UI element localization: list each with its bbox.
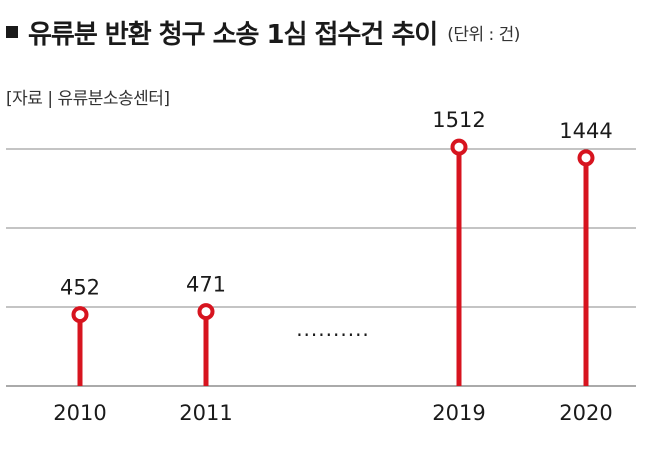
data-label: 452 <box>60 276 100 300</box>
bar-point <box>71 306 89 324</box>
x-tick-label: 2011 <box>179 401 232 425</box>
chart-title: 유류분 반환 청구 소송 1심 접수건 추이 <box>28 19 438 50</box>
bar-point <box>197 303 215 321</box>
source-label: [자료 | 유류분소송센터] <box>6 89 170 109</box>
x-tick-label: 2010 <box>53 401 106 425</box>
bar-point <box>450 138 468 156</box>
chart-header: 유류분 반환 청구 소송 1심 접수건 추이 (단위 : 건) <box>6 10 520 54</box>
x-tick-label: 2020 <box>559 401 612 425</box>
data-label: 1512 <box>432 108 485 132</box>
data-label: 1444 <box>559 119 612 143</box>
data-label: 471 <box>186 273 226 297</box>
axis-break-dots: ·········· <box>296 323 370 347</box>
x-tick-label: 2019 <box>432 401 485 425</box>
title-bullet-icon <box>6 26 18 38</box>
bar-point <box>577 149 595 167</box>
unit-label: (단위 : 건) <box>447 24 520 45</box>
